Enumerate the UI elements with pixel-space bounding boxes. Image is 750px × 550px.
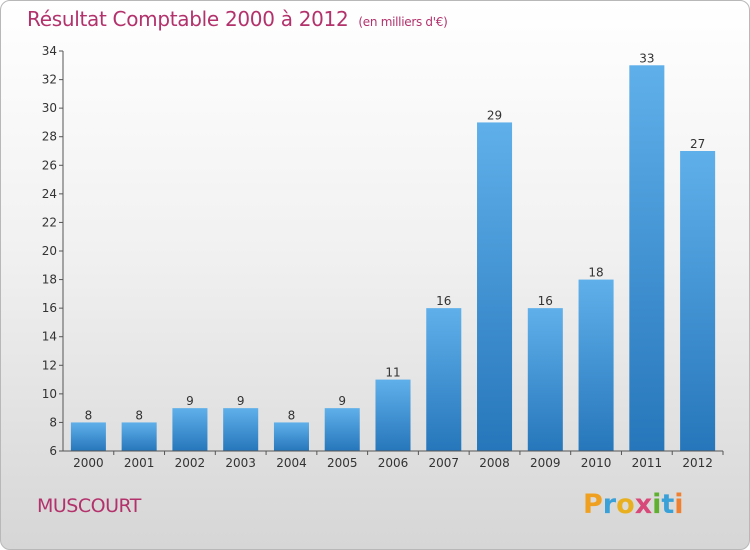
y-tick-label: 30 bbox=[42, 101, 57, 115]
y-tick-label: 8 bbox=[49, 415, 57, 429]
x-tick-label: 2005 bbox=[327, 456, 358, 470]
y-tick-label: 34 bbox=[42, 44, 57, 58]
x-tick-label: 2009 bbox=[530, 456, 561, 470]
y-tick-label: 26 bbox=[42, 158, 57, 172]
data-label: 9 bbox=[237, 394, 245, 408]
bar-2002 bbox=[172, 408, 208, 451]
y-tick-label: 16 bbox=[42, 301, 57, 315]
y-tick-label: 22 bbox=[42, 215, 57, 229]
chart-title: Résultat Comptable 2000 à 2012 (en millie… bbox=[27, 7, 448, 31]
logo-letter: t bbox=[661, 489, 675, 520]
data-label: 29 bbox=[487, 108, 502, 122]
y-tick-label: 18 bbox=[42, 273, 57, 287]
bar-2011 bbox=[629, 65, 665, 452]
bar-2006 bbox=[375, 379, 411, 451]
x-tick-label: 2007 bbox=[428, 456, 459, 470]
data-label: 18 bbox=[588, 266, 603, 280]
y-tick-label: 6 bbox=[49, 444, 57, 458]
bar-2003 bbox=[223, 408, 259, 451]
x-tick-label: 2011 bbox=[632, 456, 663, 470]
bar-2012 bbox=[680, 151, 716, 451]
data-label: 11 bbox=[385, 366, 400, 380]
x-tick-label: 2012 bbox=[682, 456, 713, 470]
data-label: 9 bbox=[186, 394, 194, 408]
x-tick-label: 2008 bbox=[479, 456, 510, 470]
data-label: 33 bbox=[639, 51, 654, 65]
place-name: MUSCOURT bbox=[37, 495, 141, 517]
logo-letter: x bbox=[634, 489, 653, 520]
logo-letter: r bbox=[602, 489, 617, 520]
data-label: 8 bbox=[85, 408, 93, 422]
bar-2004 bbox=[273, 422, 309, 451]
logo-letter: o bbox=[616, 489, 635, 520]
bar-2008 bbox=[477, 122, 513, 451]
logo-letter: i bbox=[674, 489, 684, 520]
data-label: 8 bbox=[288, 408, 296, 422]
bar-2000 bbox=[70, 422, 106, 451]
x-tick-label: 2010 bbox=[581, 456, 612, 470]
logo-letter: P bbox=[583, 489, 603, 520]
x-tick-label: 2002 bbox=[175, 456, 206, 470]
bars-layer bbox=[70, 65, 716, 452]
y-tick-label: 10 bbox=[42, 387, 57, 401]
chart-subtitle: (en milliers d'€) bbox=[358, 15, 448, 29]
data-label: 16 bbox=[538, 294, 553, 308]
y-tick-label: 14 bbox=[42, 330, 57, 344]
axis-layer: 6 8 10 12 14 16 18 20 22 24 26 28 30 32 34 8 2000 8 2001 9 2… bbox=[42, 44, 724, 470]
data-label: 9 bbox=[338, 394, 346, 408]
x-tick-label: 2003 bbox=[225, 456, 256, 470]
y-tick-label: 24 bbox=[42, 187, 57, 201]
bar-2010 bbox=[578, 279, 614, 451]
bar-2005 bbox=[324, 408, 360, 451]
y-tick-label: 28 bbox=[42, 130, 57, 144]
bar-2007 bbox=[426, 308, 462, 451]
x-tick-label: 2000 bbox=[73, 456, 104, 470]
y-tick-label: 12 bbox=[42, 358, 57, 372]
data-label: 16 bbox=[436, 294, 451, 308]
chart-title-main: Résultat Comptable 2000 à 2012 bbox=[27, 7, 349, 31]
x-tick-label: 2006 bbox=[378, 456, 409, 470]
bar-2009 bbox=[527, 308, 563, 451]
proxiti-logo[interactable]: Proxiti bbox=[583, 489, 684, 520]
data-label: 8 bbox=[135, 408, 143, 422]
x-tick-label: 2004 bbox=[276, 456, 307, 470]
y-tick-label: 20 bbox=[42, 244, 57, 258]
bar-2001 bbox=[121, 422, 157, 451]
data-label: 27 bbox=[690, 137, 705, 151]
logo-letter: i bbox=[652, 489, 662, 520]
x-tick-label: 2001 bbox=[124, 456, 155, 470]
y-tick-label: 32 bbox=[42, 73, 57, 87]
